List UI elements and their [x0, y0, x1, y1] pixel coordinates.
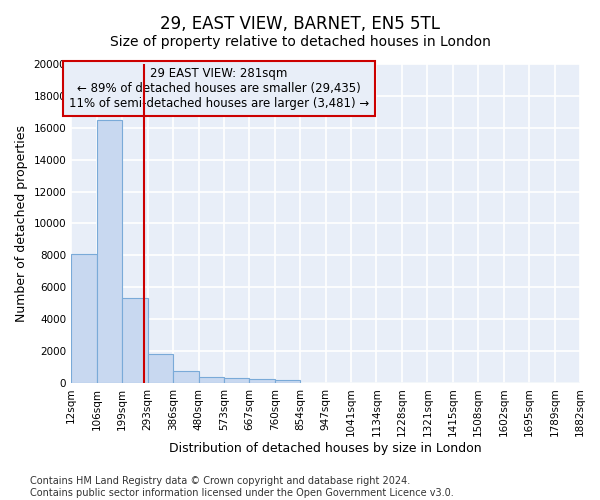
Bar	[275, 380, 300, 383]
Bar	[224, 378, 250, 383]
Y-axis label: Number of detached properties: Number of detached properties	[15, 125, 28, 322]
Bar	[173, 371, 199, 383]
Bar	[148, 354, 173, 383]
X-axis label: Distribution of detached houses by size in London: Distribution of detached houses by size …	[169, 442, 482, 455]
Bar	[71, 254, 97, 383]
Bar	[97, 120, 122, 383]
Text: Contains HM Land Registry data © Crown copyright and database right 2024.
Contai: Contains HM Land Registry data © Crown c…	[30, 476, 454, 498]
Bar	[250, 379, 275, 383]
Text: Size of property relative to detached houses in London: Size of property relative to detached ho…	[110, 35, 490, 49]
Text: 29, EAST VIEW, BARNET, EN5 5TL: 29, EAST VIEW, BARNET, EN5 5TL	[160, 15, 440, 33]
Text: 29 EAST VIEW: 281sqm
← 89% of detached houses are smaller (29,435)
11% of semi-d: 29 EAST VIEW: 281sqm ← 89% of detached h…	[68, 67, 369, 110]
Bar	[199, 378, 224, 383]
Bar	[122, 298, 148, 383]
